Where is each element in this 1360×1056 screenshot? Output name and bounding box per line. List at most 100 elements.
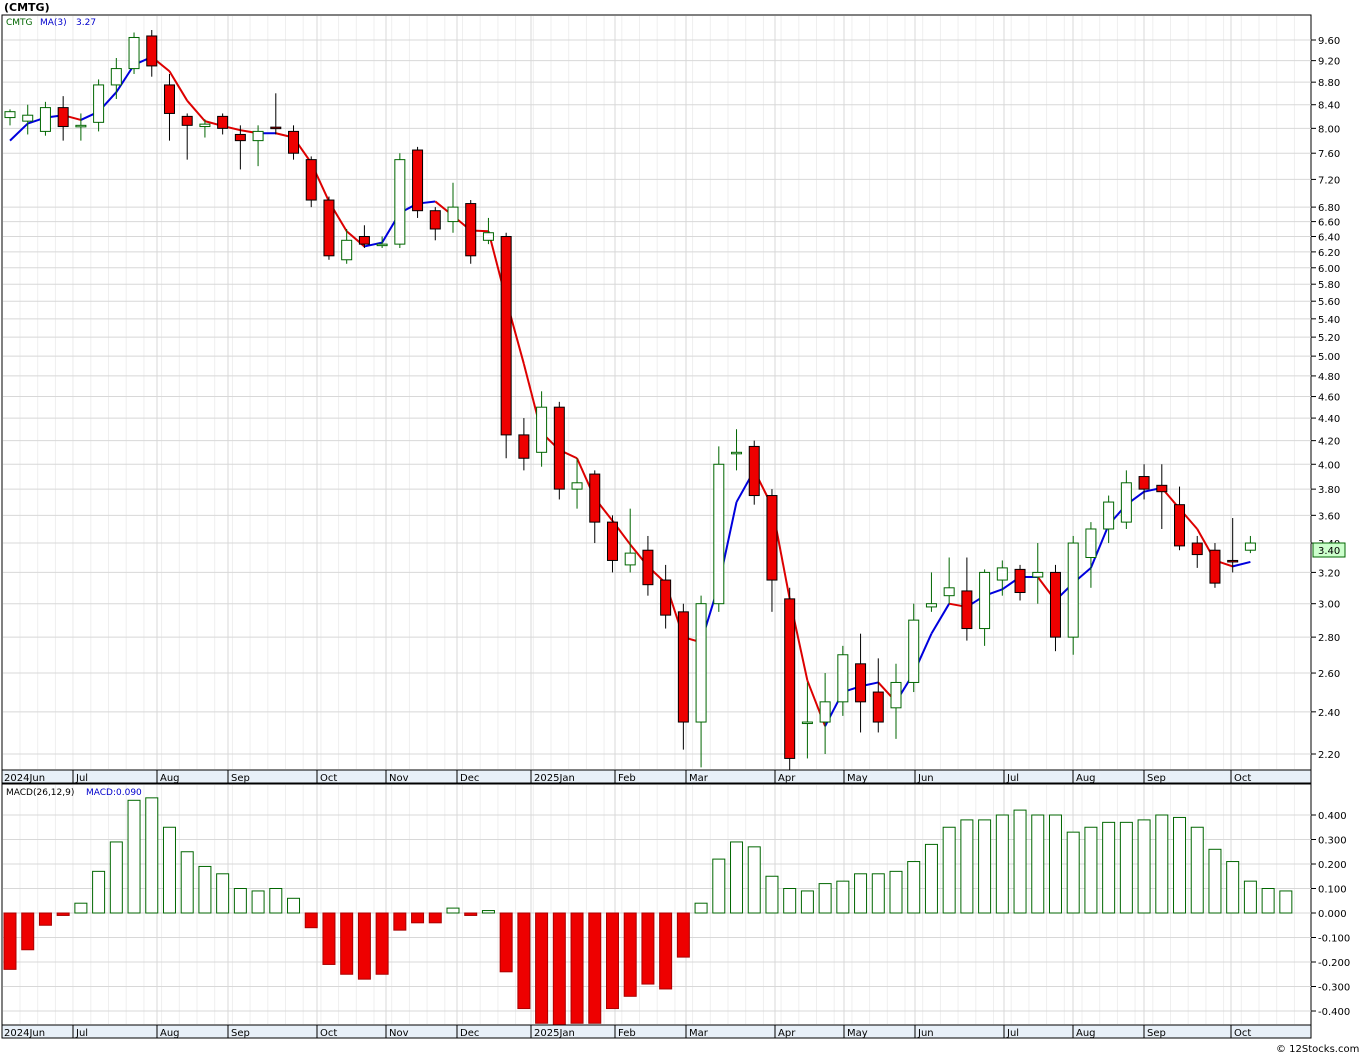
candle-body: [323, 199, 335, 257]
macd-bar: [1084, 826, 1098, 914]
macd-bar: [198, 865, 212, 914]
macd-bar: [978, 819, 992, 914]
macd-bar: [800, 890, 814, 914]
candle-body: [252, 130, 264, 142]
price-x-tick-label: 2024Jun: [4, 773, 45, 784]
candle: [731, 429, 743, 471]
price-grid: [3, 16, 1311, 769]
macd-bar: [411, 912, 425, 924]
candle-body: [731, 451, 743, 455]
macd-title: MACD(26,12,9): [6, 788, 74, 798]
candle: [536, 391, 548, 467]
candle-body: [39, 107, 51, 132]
candle: [39, 101, 51, 136]
macd-bar: [889, 870, 903, 914]
candle: [181, 113, 193, 160]
last-price-label: 3.40: [1318, 546, 1340, 557]
macd-bar: [570, 912, 584, 1024]
candle: [500, 232, 512, 459]
candle-body: [1032, 571, 1044, 578]
candle: [57, 96, 69, 141]
candle-body: [819, 701, 831, 723]
macd-bar: [1190, 826, 1204, 914]
candle: [660, 564, 672, 629]
macd-bar: [428, 912, 442, 924]
macd-bar: [1155, 814, 1169, 914]
candle-body: [1049, 571, 1061, 638]
macd-bar: [233, 888, 247, 914]
macd-bar: [730, 841, 744, 914]
candle: [1138, 464, 1150, 500]
price-tick-label: 6.40: [1318, 232, 1340, 243]
candle: [872, 658, 884, 733]
candle-body: [589, 473, 601, 523]
candle-body: [305, 159, 317, 201]
macd-bar: [3, 912, 17, 970]
ma-segment: [9, 122, 29, 142]
candles: [4, 30, 1256, 770]
macd-bar: [517, 912, 531, 1010]
candle: [1085, 522, 1097, 588]
candle-body: [75, 124, 87, 128]
macd-tick-label: -0.200: [1318, 958, 1350, 969]
candle-body: [606, 521, 618, 561]
candle-body: [677, 611, 689, 723]
macd-bar: [162, 826, 176, 914]
macd-x-tick-label: Oct: [1234, 1028, 1251, 1039]
candle-body: [660, 579, 672, 616]
candle: [713, 446, 725, 612]
price-tick-label: 5.80: [1318, 280, 1340, 291]
price-tick-label: 8.00: [1318, 124, 1340, 135]
price-tick-label: 4.20: [1318, 437, 1340, 448]
candle-body: [1014, 568, 1026, 594]
macd-bar: [304, 912, 318, 929]
candle-body: [57, 107, 69, 128]
candle: [819, 673, 831, 754]
macd-tick-label: 0.000: [1318, 909, 1347, 920]
candle: [589, 470, 601, 544]
macd-bar: [446, 907, 460, 914]
candle: [908, 603, 920, 693]
candle-body: [128, 36, 140, 70]
price-tick-label: 4.40: [1318, 414, 1340, 425]
price-tick-label: 2.80: [1318, 633, 1340, 644]
macd-bar: [1208, 848, 1222, 914]
price-tick-label: 9.60: [1318, 36, 1340, 47]
macd-x-tick-label: Jun: [917, 1028, 934, 1039]
candle: [128, 32, 140, 74]
macd-grid: [3, 785, 1311, 1024]
candle: [1120, 470, 1132, 529]
price-x-axis-bar: [1, 769, 1312, 784]
macd-x-tick-label: Dec: [460, 1028, 479, 1039]
price-tick-label: 3.00: [1318, 600, 1340, 611]
candle: [252, 125, 264, 167]
candle: [1209, 543, 1221, 588]
macd-bar: [1261, 888, 1275, 914]
candle: [199, 119, 211, 138]
candle: [748, 440, 760, 505]
price-x-tick-label: Jul: [75, 773, 88, 784]
candle-body: [872, 691, 884, 723]
candle-body: [234, 133, 246, 142]
ma-segment: [364, 241, 383, 248]
macd-bar: [1013, 809, 1027, 914]
candle-body: [713, 463, 725, 605]
candle: [784, 587, 796, 770]
candle-body: [518, 434, 530, 459]
price-tick-label: 3.80: [1318, 485, 1340, 496]
macd-bar: [499, 912, 513, 973]
ma-segment: [168, 70, 189, 102]
candle: [358, 225, 370, 248]
candle: [394, 153, 406, 248]
candle-body: [110, 68, 122, 86]
candle: [323, 196, 335, 260]
macd-bar: [747, 846, 761, 914]
price-tick-label: 6.00: [1318, 264, 1340, 275]
ma-segment: [115, 64, 135, 93]
macd-x-tick-label: Apr: [778, 1028, 796, 1039]
macd-bar: [623, 912, 637, 997]
candle: [801, 682, 813, 759]
price-x-tick-label: Aug: [1076, 773, 1096, 784]
candle: [163, 73, 175, 141]
candle-body: [465, 203, 477, 257]
